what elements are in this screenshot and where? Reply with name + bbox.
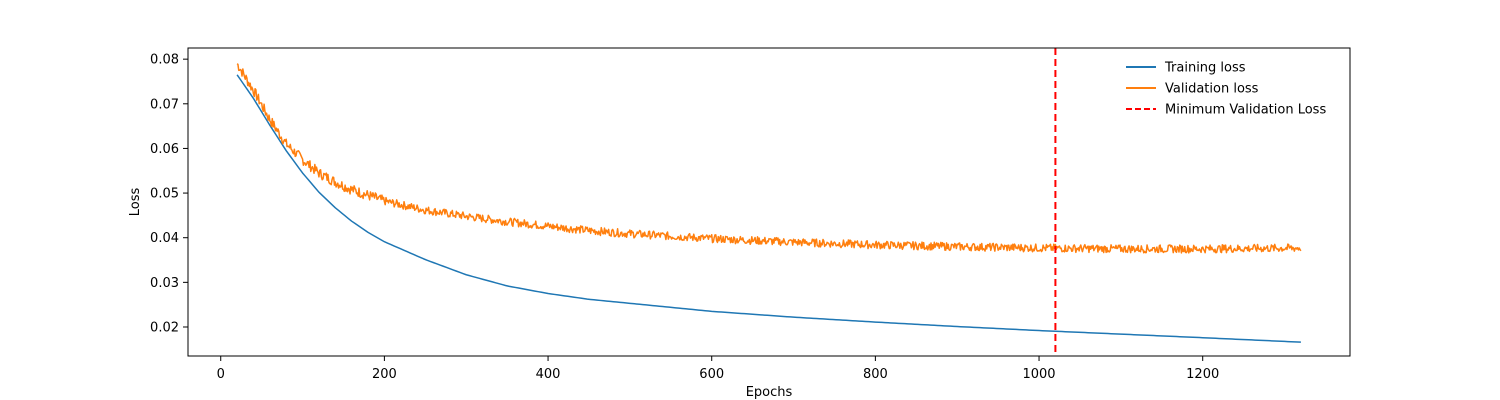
series-line-training-loss — [236, 74, 1301, 343]
y-tick-label: 0.03 — [150, 276, 179, 291]
plot-area — [236, 48, 1302, 356]
y-tick-label: 0.02 — [150, 320, 179, 335]
x-tick-label: 800 — [863, 367, 888, 382]
x-tick-label: 200 — [372, 367, 397, 382]
x-tick-label: 0 — [217, 367, 225, 382]
y-tick-label: 0.04 — [150, 231, 179, 246]
x-axis-label: Epochs — [746, 385, 793, 400]
series-line-validation-loss — [236, 63, 1302, 254]
y-tick-label: 0.07 — [150, 97, 179, 112]
y-tick-label: 0.08 — [150, 53, 179, 68]
x-tick-label: 1200 — [1186, 367, 1219, 382]
y-tick-label: 0.06 — [150, 142, 179, 157]
axes: 0 200 400 600 800 1000 1200 0.02 0.03 0.04 0.05 0.0… — [128, 47, 1351, 400]
x-tick-label: 400 — [536, 367, 561, 382]
legend-item-min-validation-loss-label: Minimum Validation Loss — [1165, 103, 1326, 118]
x-tick-label: 1000 — [1022, 367, 1055, 382]
legend-item-validation-loss-label: Validation loss — [1165, 82, 1259, 97]
series-group — [236, 63, 1302, 343]
legend-item-training-loss-label: Training loss — [1164, 61, 1246, 76]
y-tick-label: 0.05 — [150, 187, 179, 202]
x-tick-label: 600 — [699, 367, 724, 382]
plot-frame — [187, 47, 1351, 357]
legend: Training loss Validation loss Minimum Vali… — [1126, 61, 1326, 118]
y-axis-label: Loss — [128, 188, 143, 217]
